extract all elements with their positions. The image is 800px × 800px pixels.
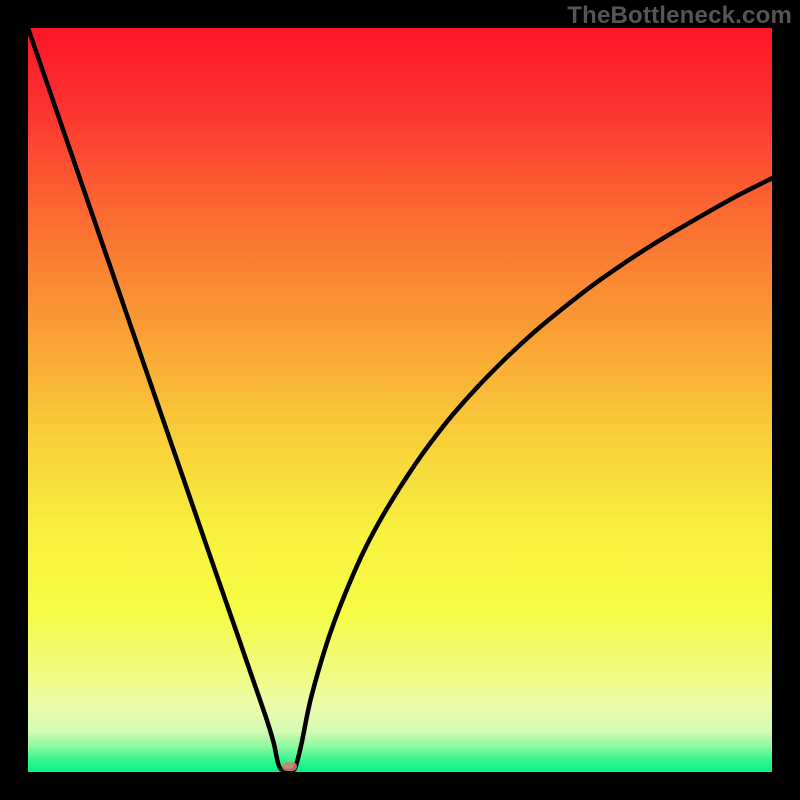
frame-left — [0, 0, 28, 800]
chart-container: TheBottleneck.com — [0, 0, 800, 800]
bottleneck-curve-layer — [28, 28, 772, 772]
optimum-marker — [282, 762, 297, 771]
frame-right — [772, 0, 800, 800]
watermark-text: TheBottleneck.com — [567, 2, 792, 30]
frame-bottom — [0, 772, 800, 800]
bottleneck-curve — [28, 28, 772, 771]
plot-area — [28, 28, 772, 772]
